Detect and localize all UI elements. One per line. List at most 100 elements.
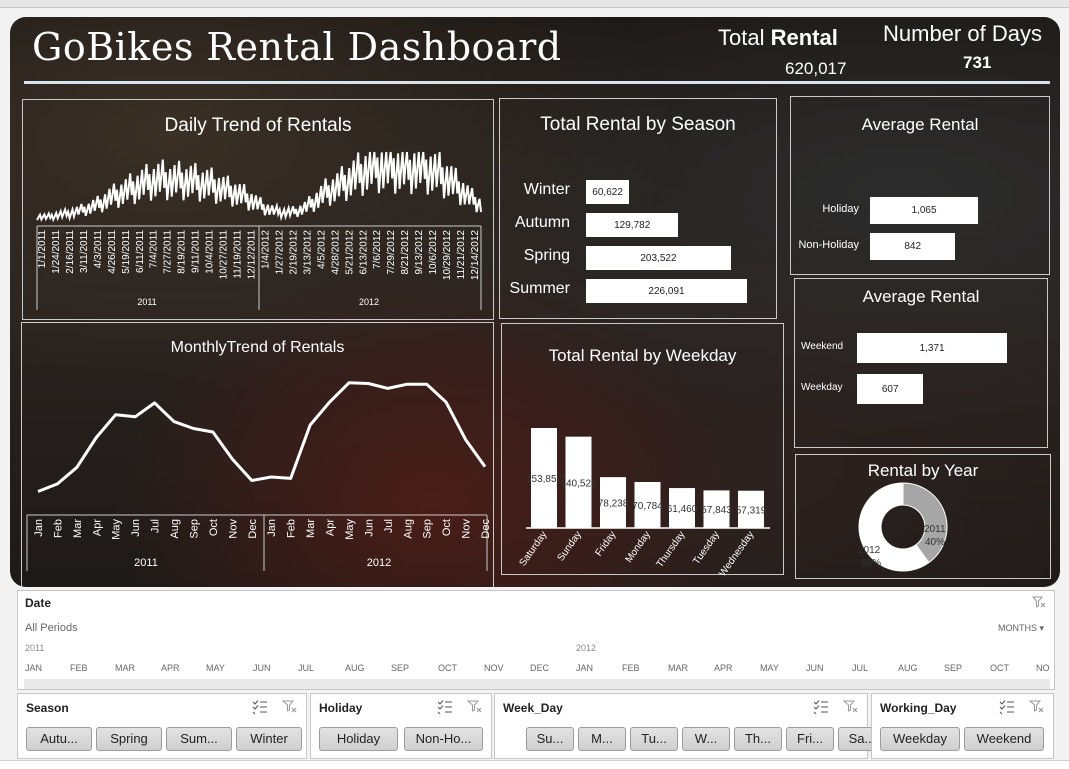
year-panel[interactable]: Rental by Year 2011 40% 2012 60%	[795, 454, 1051, 579]
holiday-slicer-title: Holiday	[319, 701, 363, 715]
date-timeline-slicer[interactable]: Date All Periods MONTHS ▾ 2011 2012 JAN F…	[17, 590, 1055, 690]
bar[interactable]: 607	[857, 374, 924, 404]
monthly-group-label: 2012	[367, 557, 391, 569]
number-of-days-value: 731	[963, 53, 992, 72]
working-day-button[interactable]: Weekday	[880, 727, 960, 751]
clear-filter-icon[interactable]	[1028, 700, 1045, 714]
clear-filter-icon[interactable]	[842, 700, 859, 714]
week-day-slicer: Week_Day Su... M... Tu... W... Th... Fri... Sa…	[494, 693, 886, 759]
timeline-month-label[interactable]: APR	[161, 663, 180, 673]
monthly-tick-label: May	[111, 519, 123, 540]
timeline-level-dropdown[interactable]: MONTHS ▾	[998, 623, 1044, 634]
year-donut-chart: 2011 40% 2012 60%	[858, 482, 948, 572]
multi-select-icon[interactable]	[252, 700, 268, 715]
daily-tick-label: 3/13/2012	[302, 230, 313, 275]
weekday-button[interactable]: W...	[682, 727, 730, 751]
clear-filter-icon[interactable]	[466, 700, 483, 714]
monthly-tick-label: Nov	[461, 519, 473, 539]
timeline-month-label[interactable]: NOV	[484, 663, 504, 673]
title-divider	[24, 81, 1050, 84]
weekday-bar[interactable]	[669, 488, 695, 528]
timeline-month-label[interactable]: JUN	[806, 663, 824, 673]
timeline-month-label[interactable]: JUL	[298, 663, 315, 673]
timeline-month-label[interactable]: MAR	[115, 663, 135, 673]
timeline-month-label[interactable]: AUG	[345, 663, 365, 673]
bar[interactable]: 226,091	[586, 279, 747, 303]
clear-filter-icon[interactable]	[281, 700, 298, 714]
timeline-month-label[interactable]: NO	[1036, 663, 1050, 673]
monthly-tick-label: Dec	[480, 519, 492, 539]
bar[interactable]: 129,782	[586, 213, 679, 237]
timeline-month-label[interactable]: MAY	[206, 663, 225, 673]
season-button[interactable]: Spring	[96, 727, 162, 751]
clear-filter-icon[interactable]	[1031, 596, 1046, 608]
bar[interactable]: 1,371	[857, 333, 1007, 363]
season-button[interactable]: Winter	[236, 727, 302, 751]
timeline-month-label[interactable]: SEP	[391, 663, 410, 673]
avg-weekend-title: Average Rental	[862, 287, 980, 306]
weekday-button[interactable]: Th...	[734, 727, 782, 751]
timeline-title: Date	[25, 596, 52, 610]
multi-select-icon[interactable]	[437, 700, 453, 715]
monthly-tick-label: Feb	[286, 519, 298, 538]
weekday-bar[interactable]	[600, 477, 626, 528]
weekday-button[interactable]: Su...	[526, 727, 574, 751]
timeline-month-label[interactable]: JAN	[576, 663, 594, 673]
year-slice[interactable]	[858, 482, 930, 572]
season-button[interactable]: Autu...	[26, 727, 92, 751]
weekday-bar[interactable]	[634, 481, 661, 528]
timeline-month-label[interactable]: JUL	[852, 663, 869, 673]
holiday-button[interactable]: Holiday	[319, 727, 398, 751]
weekday-value-label: 78,238	[598, 499, 629, 510]
weekday-button[interactable]: M...	[578, 727, 626, 751]
bar[interactable]: 1,065	[870, 197, 978, 224]
bar[interactable]: 203,522	[586, 246, 731, 270]
season-panel[interactable]: Total Rental by Season Winter 60,622 Autum…	[499, 98, 777, 319]
bar[interactable]: 60,622	[586, 180, 630, 204]
timeline-month-label[interactable]: SEP	[944, 663, 963, 673]
daily-tick-label: 1/1/2011	[37, 230, 48, 269]
weekday-category-label: Saturday	[517, 529, 549, 568]
weekday-button[interactable]: Tu...	[630, 727, 678, 751]
bar[interactable]: 842	[870, 233, 956, 260]
timeline-month-label[interactable]: JUN	[253, 663, 271, 673]
timeline-month-label[interactable]: OCT	[438, 663, 457, 673]
multi-select-icon[interactable]	[813, 700, 829, 715]
monthly-tick-label: Apr	[325, 519, 337, 536]
avg-weekend-panel[interactable]: Average Rental Weekend 1,371 Weekday 607	[794, 278, 1048, 448]
weekday-bar[interactable]	[738, 490, 764, 528]
monthly-tick-label: Jul	[383, 519, 395, 533]
daily-tick-label: 8/19/2011	[177, 230, 188, 274]
timeline-month-label[interactable]: MAY	[760, 663, 779, 673]
weekday-bar[interactable]	[703, 490, 730, 528]
season-button[interactable]: Sum...	[166, 727, 232, 751]
timeline-month-label[interactable]: MAR	[668, 663, 688, 673]
holiday-button[interactable]: Non-Ho...	[404, 727, 483, 751]
daily-trend-panel[interactable]: Daily Trend of Rentals 1/1/2011 1/24/2011…	[22, 99, 494, 320]
timeline-month-label[interactable]: OCT	[990, 663, 1009, 673]
weekday-bar[interactable]	[531, 428, 557, 528]
weekday-button[interactable]: Fri...	[786, 727, 834, 751]
year-slice[interactable]	[902, 482, 948, 564]
avg-holiday-panel[interactable]: Average Rental Holiday 1,065 Non-Holiday 84…	[790, 96, 1050, 275]
dashboard-title: GoBikes Rental Dashboard	[32, 25, 562, 69]
daily-tick-label: 10/29/2012	[442, 230, 453, 280]
timeline-month-label[interactable]: JAN	[25, 663, 43, 673]
weekday-bar[interactable]	[565, 436, 592, 528]
timeline-scroll-bar[interactable]	[24, 679, 1050, 689]
holiday-slicer: Holiday Holiday Non-Ho...	[310, 693, 492, 759]
weekday-chart: 153,852 Saturday 140,521 Sunday 78,238 Friday…	[517, 428, 770, 579]
working-day-button[interactable]: Weekend	[964, 727, 1044, 751]
multi-select-icon[interactable]	[999, 700, 1015, 715]
monthly-tick-label: Dec	[247, 519, 259, 539]
timeline-month-label[interactable]: FEB	[70, 663, 88, 673]
bar-category-label: Spring	[523, 247, 570, 264]
monthly-trend-panel[interactable]: MonthlyTrend of Rentals Jan Feb Mar Apr May J…	[21, 322, 494, 587]
bar-category-label: Non-Holiday	[798, 239, 859, 251]
timeline-month-label[interactable]: DEC	[530, 663, 550, 673]
timeline-month-label[interactable]: FEB	[622, 663, 640, 673]
timeline-month-label[interactable]: APR	[714, 663, 733, 673]
timeline-month-label[interactable]: AUG	[898, 663, 918, 673]
timeline-year-2011: 2011	[25, 643, 45, 653]
weekday-panel[interactable]: Total Rental by Weekday 153,852 Saturday 1…	[501, 323, 784, 579]
